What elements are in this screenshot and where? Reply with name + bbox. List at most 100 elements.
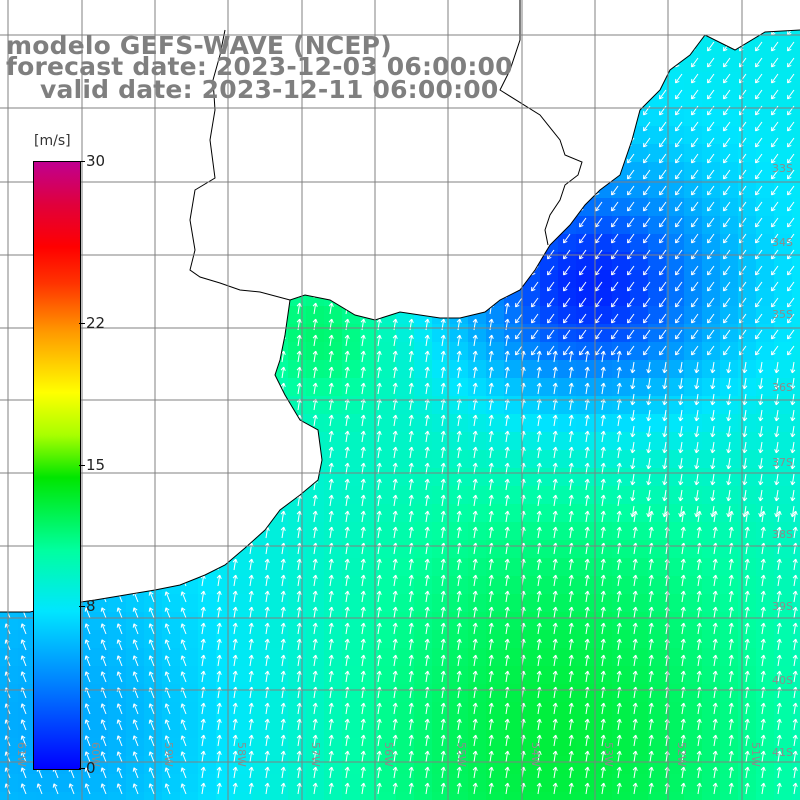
wind-cell	[540, 432, 558, 450]
wind-arrow	[771, 121, 779, 132]
wind-cell	[720, 738, 738, 756]
wind-arrow-head	[611, 254, 616, 260]
wind-arrow-head	[787, 254, 792, 260]
wind-arrow	[723, 105, 731, 116]
wind-cell	[612, 630, 630, 648]
wind-cell	[774, 702, 792, 720]
wind-cell	[396, 396, 414, 414]
wind-cell	[702, 666, 720, 684]
wind-cell	[234, 666, 252, 684]
wind-arrow	[531, 313, 539, 324]
wind-arrow	[659, 121, 667, 132]
wind-cell	[432, 360, 450, 378]
wind-cell	[342, 522, 360, 540]
wind-arrow-head	[787, 206, 792, 212]
wind-cell	[198, 774, 216, 792]
wind-cell	[630, 360, 648, 378]
wind-arrow-head	[739, 270, 744, 276]
wind-cell	[684, 666, 702, 684]
wind-cell	[144, 792, 162, 800]
wind-arrow-head	[579, 238, 584, 244]
wind-arrow-head	[787, 286, 792, 292]
wind-cell	[576, 594, 594, 612]
wind-cell	[738, 90, 756, 108]
wind-cell	[540, 594, 558, 612]
wind-cell	[378, 720, 396, 738]
wind-arrow-head	[627, 174, 632, 180]
wind-cell	[612, 684, 630, 702]
wind-cell	[756, 414, 774, 432]
wind-cell	[720, 450, 738, 468]
wind-cell	[288, 684, 306, 702]
wind-cell	[666, 288, 684, 306]
wind-cell	[18, 720, 36, 738]
wind-arrow	[675, 217, 683, 228]
wind-arrow	[739, 153, 747, 164]
wind-arrow-head	[659, 318, 664, 324]
wind-cell	[198, 648, 216, 666]
wind-cell	[702, 738, 720, 756]
wind-arrow-head	[643, 206, 648, 212]
wind-cell	[468, 792, 486, 800]
wind-arrow-head	[563, 238, 568, 244]
wind-cell	[792, 522, 800, 540]
wind-arrow	[627, 313, 635, 324]
wind-cell	[738, 180, 756, 198]
wind-arrow-head	[659, 222, 664, 228]
wind-cell	[306, 702, 324, 720]
wind-cell	[666, 522, 684, 540]
wind-arrow-head	[723, 302, 728, 308]
wind-arrow	[659, 153, 667, 164]
wind-arrow	[723, 121, 731, 132]
wind-cell	[684, 486, 702, 504]
wind-cell	[594, 216, 612, 234]
wind-cell	[414, 540, 432, 558]
wind-cell	[486, 504, 504, 522]
wind-cell	[630, 216, 648, 234]
wind-arrow	[723, 281, 731, 292]
wind-cell	[594, 432, 612, 450]
wind-cell	[522, 666, 540, 684]
wind-cell	[666, 72, 684, 90]
wind-cell	[720, 270, 738, 288]
wind-arrow	[627, 201, 635, 212]
wind-cell	[774, 558, 792, 576]
wind-cell	[630, 576, 648, 594]
wind-arrow	[595, 233, 603, 244]
wind-cell	[414, 414, 432, 432]
wind-cell	[648, 738, 666, 756]
wind-cell	[774, 792, 792, 800]
wind-cell	[702, 558, 720, 576]
wind-arrow-head	[595, 222, 600, 228]
wind-cell	[540, 396, 558, 414]
wind-cell	[486, 342, 504, 360]
wind-cell	[468, 558, 486, 576]
wind-arrow-head	[643, 110, 648, 116]
wind-arrow	[691, 185, 699, 196]
wind-cell	[450, 720, 468, 738]
wind-cell	[558, 270, 576, 288]
wind-cell	[540, 378, 558, 396]
wind-cell	[612, 594, 630, 612]
wind-arrow	[723, 217, 731, 228]
wind-cell	[774, 378, 792, 396]
wind-arrow	[627, 265, 635, 276]
wind-arrow	[755, 297, 763, 308]
wind-cell	[684, 306, 702, 324]
wind-cell	[630, 342, 648, 360]
wind-arrow	[755, 249, 763, 260]
wind-cell	[774, 144, 792, 162]
wind-cell	[360, 774, 378, 792]
wind-arrow	[675, 105, 683, 116]
wind-cell	[594, 558, 612, 576]
wind-cell	[558, 720, 576, 738]
wind-arrow	[611, 185, 619, 196]
wind-cell	[504, 378, 522, 396]
wind-cell	[720, 90, 738, 108]
wind-cell	[684, 720, 702, 738]
wind-arrow	[787, 265, 795, 276]
wind-cell	[684, 648, 702, 666]
wind-cell	[558, 414, 576, 432]
wind-arrow	[659, 249, 667, 260]
wind-cell	[648, 288, 666, 306]
